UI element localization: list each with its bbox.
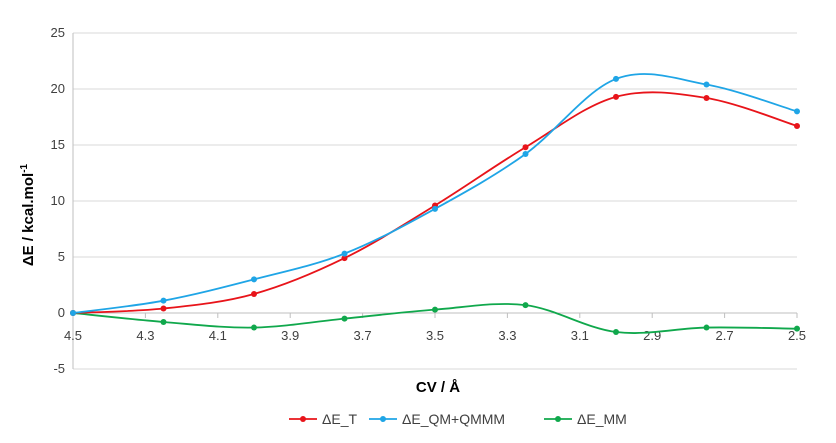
data-point bbox=[794, 122, 800, 129]
legend-marker bbox=[380, 416, 386, 422]
data-point bbox=[703, 94, 710, 101]
y-axis-title-superscript: -1 bbox=[19, 163, 30, 172]
x-tick-label: 3.5 bbox=[426, 328, 444, 343]
x-axis-title: CV / Å bbox=[416, 379, 460, 396]
series-layer bbox=[70, 73, 800, 336]
x-tick-label: 3.1 bbox=[571, 328, 589, 343]
y-tick-label: 15 bbox=[51, 137, 65, 152]
gridlines bbox=[73, 32, 797, 370]
y-tick-label: -5 bbox=[53, 361, 65, 376]
x-tick-label: 2.5 bbox=[788, 328, 806, 343]
legend-item: ΔE_MM bbox=[544, 411, 627, 427]
data-point bbox=[794, 108, 800, 115]
x-tick-label: 4.1 bbox=[209, 328, 227, 343]
data-point bbox=[613, 75, 619, 82]
legend: ΔE_T ΔE_QM+QMMM ΔE_MM bbox=[289, 411, 627, 427]
data-point bbox=[251, 276, 257, 283]
data-point bbox=[341, 250, 348, 257]
y-tick-label: 25 bbox=[51, 25, 65, 40]
data-point bbox=[341, 315, 348, 322]
y-tick-label: 0 bbox=[58, 305, 65, 320]
legend-marker bbox=[300, 416, 306, 422]
data-point bbox=[251, 290, 257, 297]
data-point bbox=[613, 93, 619, 100]
x-tick-label: 3.7 bbox=[354, 328, 372, 343]
data-point bbox=[703, 324, 710, 331]
y-axis-title: ΔE / kcal.mol-1 bbox=[19, 163, 37, 266]
x-tick-label: 4.3 bbox=[136, 328, 154, 343]
x-tick-labels: 4.5 4.3 4.1 3.9 3.7 3.5 3.3 3.1 2.9 2.7 2.5 bbox=[64, 328, 806, 343]
y-tick-label: 10 bbox=[51, 193, 65, 208]
y-tick-label: 20 bbox=[51, 81, 65, 96]
data-point bbox=[613, 329, 619, 336]
legend-item: ΔE_QM+QMMM bbox=[369, 411, 505, 427]
y-tick-label: 5 bbox=[58, 249, 65, 264]
x-tick-label: 2.7 bbox=[716, 328, 734, 343]
data-point bbox=[160, 297, 167, 304]
x-tick-label: 2.9 bbox=[643, 328, 661, 343]
x-tick-label: 3.3 bbox=[498, 328, 516, 343]
data-point bbox=[522, 302, 529, 309]
x-tick-label: 3.9 bbox=[281, 328, 299, 343]
data-point bbox=[522, 144, 529, 151]
data-point bbox=[794, 325, 800, 332]
legend-marker bbox=[555, 416, 561, 422]
data-point bbox=[251, 324, 257, 331]
series-line bbox=[72, 73, 798, 314]
y-axis-title-main: ΔE / kcal.mol bbox=[20, 173, 37, 266]
series-0 bbox=[70, 91, 800, 316]
x-tick-label: 4.5 bbox=[64, 328, 82, 343]
legend-label: ΔE_QM+QMMM bbox=[402, 411, 505, 427]
series-1 bbox=[70, 73, 800, 316]
data-point bbox=[432, 205, 438, 212]
data-point bbox=[160, 318, 167, 325]
y-tick-labels: -5 0 5 10 15 20 25 bbox=[51, 25, 65, 376]
data-point bbox=[160, 305, 167, 312]
data-point bbox=[70, 310, 76, 316]
data-point bbox=[522, 150, 529, 157]
data-point bbox=[341, 255, 348, 262]
data-point bbox=[703, 81, 710, 88]
legend-label: ΔE_MM bbox=[577, 411, 627, 427]
legend-label: ΔE_T bbox=[322, 411, 357, 427]
data-point bbox=[432, 306, 438, 313]
legend-item: ΔE_T bbox=[289, 411, 357, 427]
